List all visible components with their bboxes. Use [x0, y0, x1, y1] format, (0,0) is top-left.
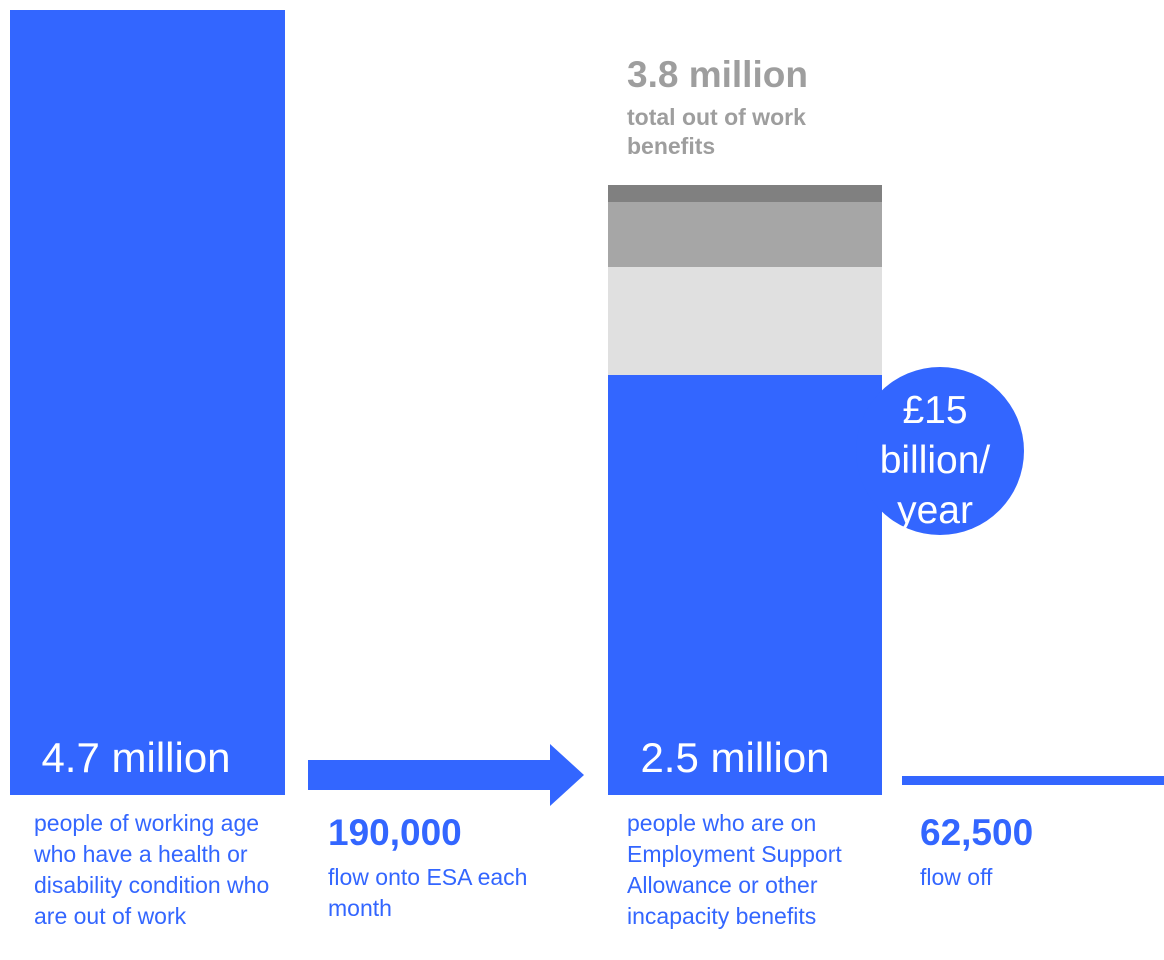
working-age-condition-bar: [10, 10, 285, 795]
benefits-segment-dark: [608, 185, 882, 202]
flow-on-arrow: [308, 744, 584, 806]
total-benefits-value: 3.8 million: [627, 54, 808, 95]
benefits-segment-mid: [608, 202, 882, 267]
esa-segment-bar: [608, 375, 882, 795]
total-benefits-label: total out of work benefits: [627, 104, 806, 159]
flow-off-label: flow off: [920, 864, 993, 890]
flow-on-value: 190,000: [328, 812, 462, 853]
esa-description: people who are on Employment Support All…: [627, 810, 842, 929]
flow-off-line: [902, 776, 1164, 785]
flow-on-label: flow onto ESA each month: [328, 864, 528, 921]
cost-circle: [856, 367, 1024, 535]
working-age-condition-value: 4.7 million: [41, 734, 231, 781]
benefits-segment-light: [608, 267, 882, 375]
working-age-condition-description: people of working age who have a health …: [34, 810, 270, 929]
flow-off-value: 62,500: [920, 812, 1034, 853]
cost-text: £15 billion/ year: [879, 389, 991, 532]
esa-value: 2.5 million: [640, 734, 830, 781]
